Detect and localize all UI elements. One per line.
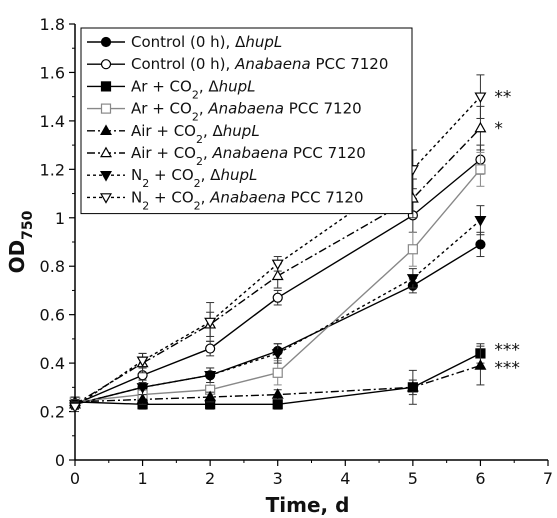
y-tick-label: 1.6: [40, 63, 65, 82]
x-tick-label: 4: [340, 469, 350, 488]
y-tick-label: 0.2: [40, 403, 65, 422]
data-point: [475, 164, 486, 175]
series-line: [74, 243, 481, 405]
data-point: [204, 317, 217, 329]
legend-entry-8: N2 + CO2, Anabaena PCC 7120: [87, 188, 363, 212]
legend-label: Ar + CO2, Anabaena PCC 7120: [131, 100, 362, 124]
data-point: [407, 244, 418, 255]
data-point: [69, 402, 81, 414]
legend-label: Air + CO2, ΔhupL: [131, 122, 260, 146]
legend-marker: [100, 59, 112, 70]
legend-marker: [100, 171, 112, 182]
legend-box: [80, 27, 413, 215]
x-tick-label: 1: [137, 469, 147, 488]
data-point: [136, 356, 149, 368]
legend-label: N2 + CO2, ΔhupL: [131, 166, 257, 190]
y-tick-label: 0.6: [40, 306, 65, 325]
data-point: [272, 399, 283, 410]
legend-entry-1: Control (0 h), ΔhupL: [87, 33, 282, 51]
significance-annotation: ***: [494, 359, 520, 379]
legend: Control (0 h), ΔhupL Control (0 h), Anaba…: [80, 27, 413, 215]
legend-entry-6: Air + CO2, Anabaena PCC 7120: [87, 144, 366, 168]
series-8: [69, 74, 487, 414]
legend-marker: [100, 36, 112, 48]
y-tick-label: 0.4: [40, 354, 65, 373]
y-tick-label: 1: [55, 209, 65, 228]
legend-marker: [100, 124, 112, 135]
data-point: [272, 292, 283, 303]
data-point: [271, 259, 284, 271]
legend-marker: [100, 193, 112, 204]
data-point: [271, 269, 284, 281]
data-point: [474, 121, 487, 133]
y-tick-label: 0.8: [40, 257, 65, 276]
data-point: [474, 92, 487, 104]
data-point: [271, 349, 284, 360]
data-point: [271, 388, 284, 399]
x-tick-label: 7: [543, 469, 553, 488]
legend-entry-3: Ar + CO2, ΔhupL: [87, 77, 256, 101]
x-axis-title: Time, d: [266, 493, 350, 517]
data-point: [136, 393, 149, 404]
x-tick-label: 5: [408, 469, 418, 488]
x-tick-label: 0: [70, 469, 80, 488]
data-point: [406, 380, 419, 392]
series-line: [74, 159, 481, 405]
data-point: [474, 359, 487, 370]
significance-annotation: ***: [494, 340, 520, 360]
series-line: [74, 127, 481, 405]
data-point: [204, 390, 217, 402]
data-point: [205, 343, 216, 354]
legend-entry-7: N2 + CO2, ΔhupL: [87, 166, 257, 190]
legend-label: Ar + CO2, ΔhupL: [131, 77, 256, 101]
x-tick-label: 3: [273, 469, 283, 488]
legend-entry-4: Ar + CO2, Anabaena PCC 7120: [87, 100, 362, 124]
series-layer: [69, 74, 487, 414]
data-point: [136, 383, 149, 394]
y-tick-label: 0: [55, 451, 65, 470]
legend-marker: [100, 103, 112, 114]
series-line: [74, 96, 481, 408]
data-point: [475, 239, 486, 250]
legend-label: N2 + CO2, Anabaena PCC 7120: [131, 188, 363, 212]
legend-marker: [100, 81, 112, 92]
series-line: [74, 352, 481, 405]
legend-entry-2: Control (0 h), Anabaena PCC 7120: [87, 55, 388, 73]
legend-label: Control (0 h), ΔhupL: [131, 33, 282, 51]
legend-label: Control (0 h), Anabaena PCC 7120: [131, 55, 388, 73]
legend-entry-5: Air + CO2, ΔhupL: [87, 122, 260, 146]
data-point: [272, 367, 283, 378]
legend-marker: [100, 146, 112, 158]
series-line: [74, 168, 481, 403]
x-tick-label: 2: [205, 469, 215, 488]
y-tick-label: 1.2: [40, 160, 65, 179]
annotations: *********: [494, 88, 520, 379]
y-axis-title: OD750: [5, 210, 36, 273]
legend-label: Air + CO2, Anabaena PCC 7120: [131, 144, 366, 168]
significance-annotation: **: [494, 88, 511, 108]
x-tick-label: 6: [475, 469, 485, 488]
significance-annotation: *: [494, 119, 503, 139]
y-tick-label: 1.4: [40, 112, 65, 131]
series-5: [69, 345, 487, 408]
y-tick-label: 1.8: [40, 15, 65, 34]
data-point: [204, 371, 217, 382]
series-line: [74, 219, 481, 405]
data-point: [474, 216, 487, 227]
data-point: [406, 274, 419, 285]
